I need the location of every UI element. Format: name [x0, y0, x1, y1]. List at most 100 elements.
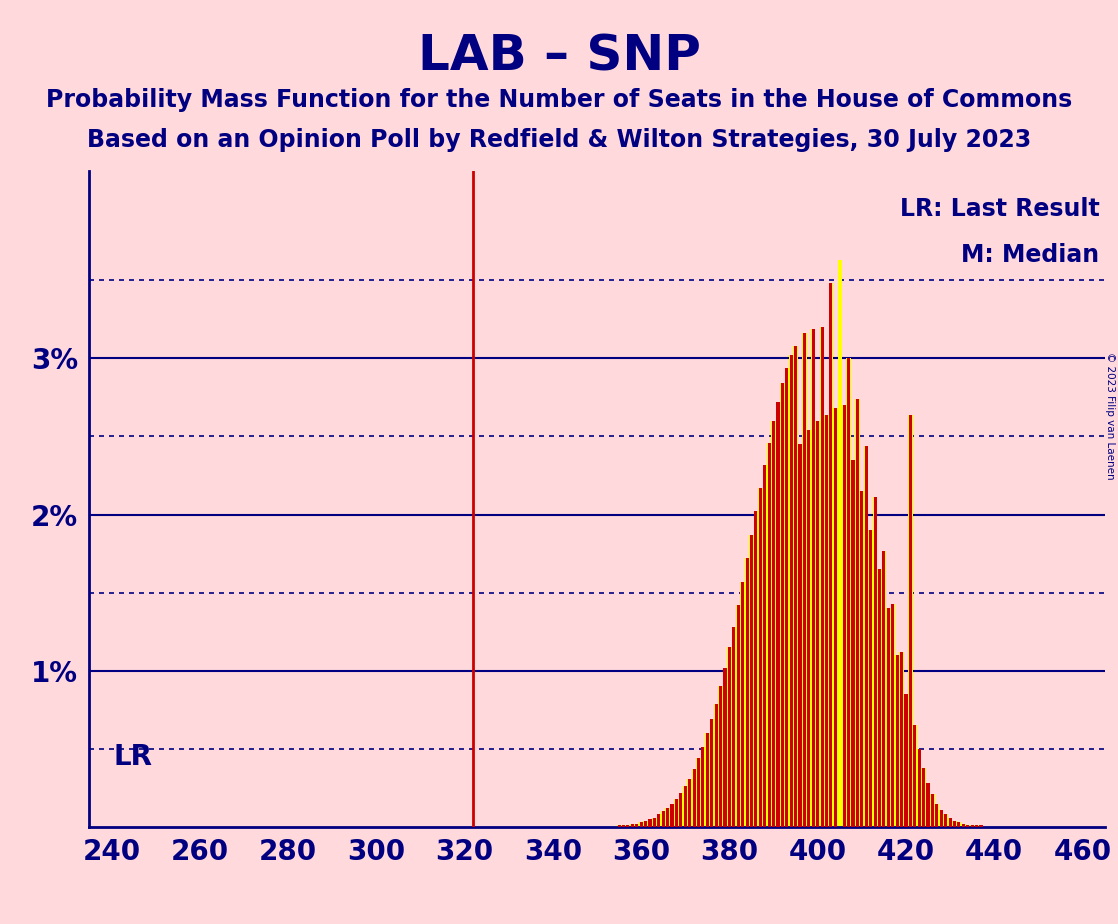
Bar — [701, 748, 704, 827]
Bar — [939, 809, 944, 827]
Bar — [745, 558, 749, 827]
Bar — [819, 327, 824, 827]
Bar — [639, 822, 643, 827]
Bar — [812, 329, 815, 827]
Bar — [705, 734, 709, 827]
Bar — [811, 329, 815, 827]
Bar — [622, 825, 625, 827]
Bar — [891, 603, 894, 827]
Bar — [631, 824, 635, 827]
Bar — [661, 811, 665, 827]
Bar — [723, 668, 727, 827]
Bar — [975, 825, 978, 827]
Bar — [737, 605, 740, 827]
Bar — [873, 497, 878, 827]
Bar — [961, 824, 966, 827]
Bar — [961, 824, 965, 827]
Bar — [979, 825, 983, 827]
Bar — [842, 406, 846, 827]
Bar — [617, 825, 620, 827]
Bar — [807, 431, 811, 827]
Bar — [798, 444, 802, 827]
Bar — [953, 821, 957, 827]
Bar — [750, 535, 754, 827]
Bar — [710, 719, 714, 827]
Bar — [746, 558, 749, 827]
Bar — [837, 260, 842, 827]
Bar — [816, 420, 819, 827]
Text: Based on an Opinion Poll by Redfield & Wilton Strategies, 30 July 2023: Based on an Opinion Poll by Redfield & W… — [87, 128, 1031, 152]
Bar — [727, 648, 731, 827]
Bar — [803, 334, 806, 827]
Bar — [904, 694, 908, 827]
Bar — [759, 488, 761, 827]
Bar — [978, 825, 983, 827]
Bar — [864, 446, 868, 827]
Bar — [705, 734, 710, 827]
Bar — [723, 668, 727, 827]
Bar — [755, 512, 758, 827]
Bar — [882, 551, 887, 827]
Bar — [719, 687, 722, 827]
Bar — [741, 582, 745, 827]
Text: © 2023 Filip van Laenen: © 2023 Filip van Laenen — [1106, 352, 1115, 480]
Bar — [887, 608, 891, 827]
Bar — [773, 420, 775, 827]
Bar — [930, 795, 935, 827]
Bar — [843, 406, 845, 827]
Bar — [860, 492, 864, 827]
Bar — [860, 492, 863, 827]
Bar — [768, 443, 770, 827]
Bar — [635, 824, 639, 827]
Bar — [710, 719, 713, 827]
Bar — [944, 814, 947, 827]
Bar — [657, 814, 661, 827]
Bar — [957, 822, 961, 827]
Bar — [732, 627, 736, 827]
Bar — [917, 748, 921, 827]
Text: Probability Mass Function for the Number of Seats in the House of Commons: Probability Mass Function for the Number… — [46, 88, 1072, 112]
Bar — [740, 582, 745, 827]
Bar — [896, 655, 899, 827]
Bar — [851, 460, 855, 827]
Bar — [894, 655, 899, 827]
Bar — [652, 818, 656, 827]
Bar — [697, 759, 701, 827]
Bar — [789, 355, 794, 827]
Bar — [670, 804, 674, 827]
Bar — [847, 359, 850, 827]
Bar — [719, 687, 723, 827]
Bar — [856, 399, 859, 827]
Bar — [828, 284, 833, 827]
Bar — [825, 415, 828, 827]
Bar — [692, 769, 697, 827]
Bar — [771, 420, 776, 827]
Bar — [830, 284, 833, 827]
Bar — [869, 530, 872, 827]
Bar — [931, 795, 934, 827]
Bar — [948, 818, 953, 827]
Bar — [918, 748, 921, 827]
Bar — [684, 786, 686, 827]
Bar — [815, 420, 819, 827]
Bar — [903, 694, 908, 827]
Bar — [683, 786, 688, 827]
Bar — [922, 768, 926, 827]
Bar — [626, 825, 631, 827]
Bar — [789, 355, 793, 827]
Text: M: Median: M: Median — [961, 243, 1099, 267]
Bar — [692, 769, 695, 827]
Bar — [749, 535, 754, 827]
Bar — [622, 825, 626, 827]
Bar — [626, 825, 629, 827]
Bar — [635, 824, 638, 827]
Bar — [728, 648, 731, 827]
Bar — [754, 512, 758, 827]
Bar — [767, 443, 771, 827]
Bar — [785, 368, 788, 827]
Text: LAB – SNP: LAB – SNP — [417, 32, 701, 80]
Bar — [936, 804, 938, 827]
Bar — [639, 822, 643, 827]
Bar — [647, 820, 652, 827]
Bar — [803, 334, 807, 827]
